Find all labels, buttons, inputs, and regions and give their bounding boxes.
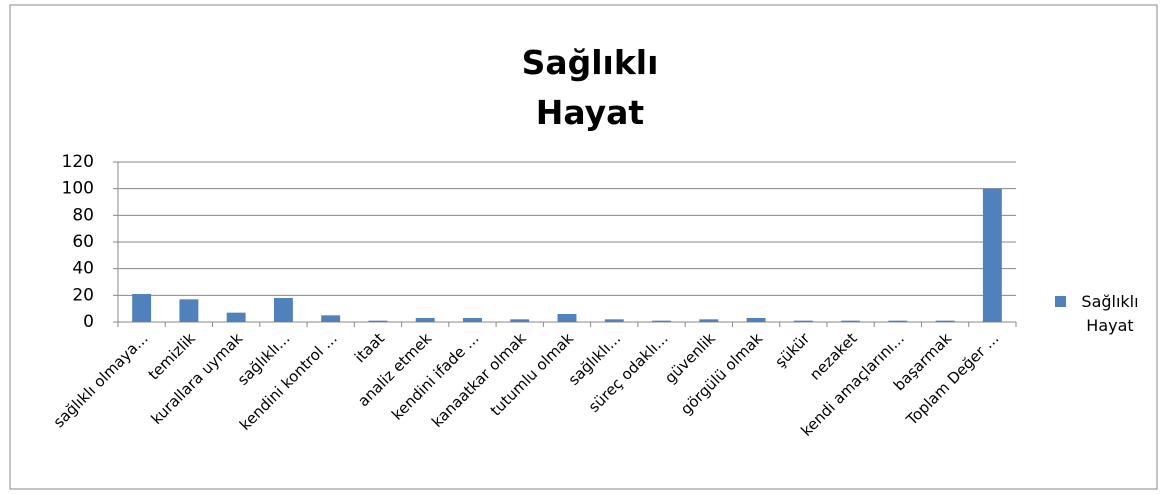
y-tick-label: 40 <box>72 259 94 279</box>
y-tick-label: 80 <box>72 205 94 225</box>
bar <box>746 318 766 322</box>
y-tick-label: 100 <box>62 179 94 199</box>
legend: Sağlıklı Hayat <box>1055 290 1160 338</box>
y-tick-label: 60 <box>72 232 94 252</box>
bar <box>510 319 530 322</box>
bar <box>935 320 955 322</box>
chart-border <box>9 4 1158 490</box>
bar <box>557 314 577 322</box>
bar <box>132 294 152 322</box>
bar <box>179 299 199 322</box>
bar <box>888 320 908 322</box>
bar <box>604 319 624 322</box>
bar <box>226 312 246 322</box>
bar <box>652 320 671 322</box>
bar <box>982 188 1002 322</box>
legend-swatch <box>1055 296 1066 307</box>
bar <box>321 315 341 322</box>
bar <box>273 298 293 322</box>
chart-title: Sağlıklı Hayat <box>521 43 659 132</box>
bar <box>699 319 719 322</box>
bar <box>415 318 435 322</box>
y-tick-label: 20 <box>72 285 94 305</box>
y-tick-label: 0 <box>83 312 94 332</box>
bar <box>841 320 861 322</box>
bar <box>368 320 388 322</box>
legend-label: Sağlıklı Hayat <box>1081 292 1139 335</box>
bar <box>793 320 813 322</box>
y-tick-label: 120 <box>62 152 94 172</box>
bar <box>463 318 482 322</box>
